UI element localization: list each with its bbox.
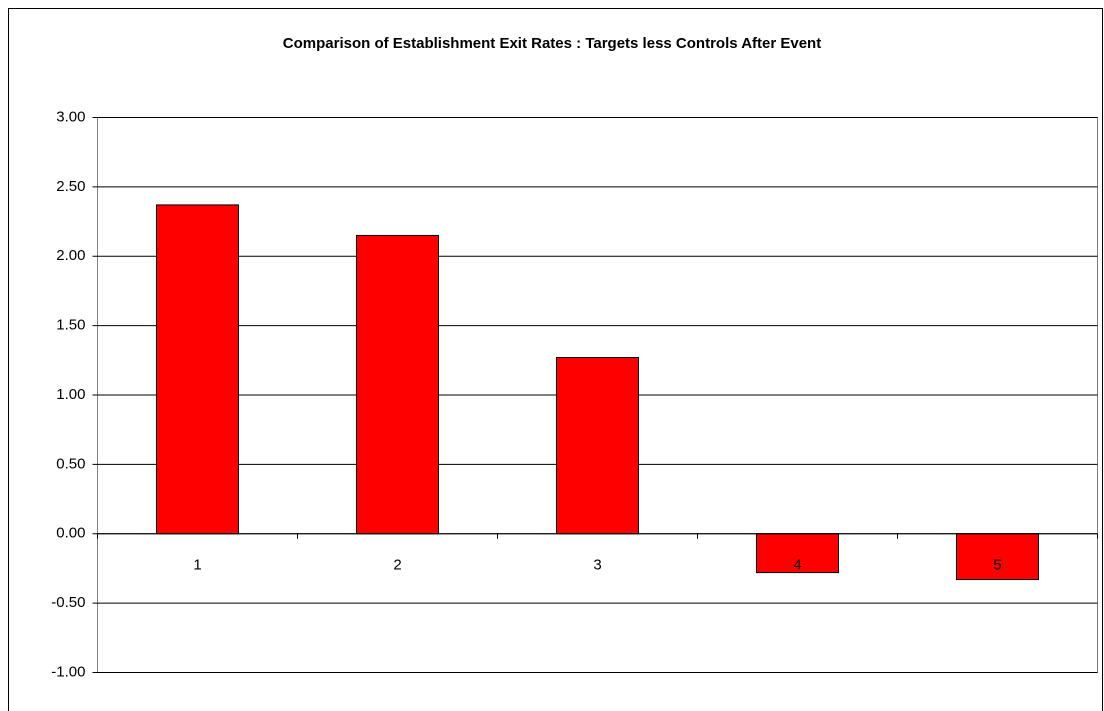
y-tick-label: -0.50	[51, 594, 85, 611]
x-tick-label: 1	[193, 557, 201, 574]
y-tick-label: 2.00	[56, 247, 85, 264]
bar	[556, 357, 639, 535]
y-tick-label: 3.00	[56, 108, 85, 125]
bar	[356, 234, 439, 535]
x-tick-label: 2	[393, 557, 401, 574]
x-tick-label: 3	[593, 557, 601, 574]
bar	[756, 533, 839, 574]
y-tick-label: 2.50	[56, 178, 85, 195]
chart-title: Comparison of Establishment Exit Rates :…	[283, 35, 821, 52]
y-tick-label: 0.50	[56, 455, 85, 472]
y-tick-label: 1.50	[56, 317, 85, 334]
x-tick-label: 4	[793, 557, 801, 574]
y-tick-label: -1.00	[51, 663, 85, 680]
y-tick-label: 1.00	[56, 386, 85, 403]
chart-frame	[8, 8, 1103, 711]
bar	[156, 204, 239, 535]
y-tick-label: 0.00	[56, 525, 85, 542]
bar	[956, 533, 1039, 581]
x-tick-label: 5	[993, 557, 1001, 574]
